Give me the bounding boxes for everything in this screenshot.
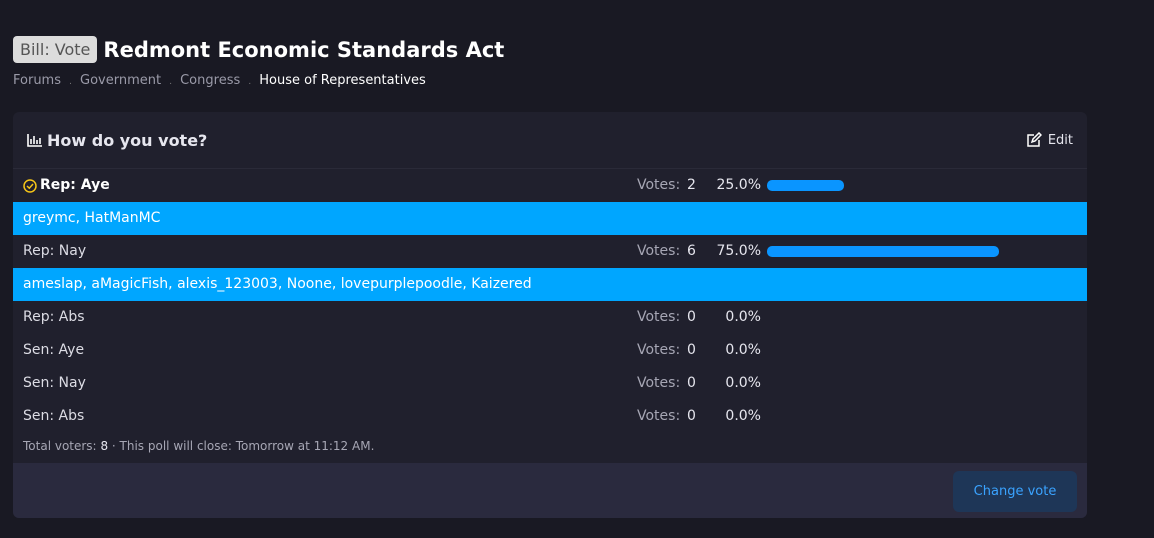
option-label: Sen: Nay	[23, 367, 86, 400]
poll-header: How do you vote? Edit	[13, 112, 1087, 169]
votes-label: Votes:	[637, 408, 681, 424]
edit-icon	[1027, 132, 1042, 147]
percent-label: 0.0%	[725, 375, 761, 391]
percent-bar	[767, 180, 845, 191]
votes-count: 0	[687, 309, 696, 325]
option-text: Sen: Nay	[23, 375, 86, 391]
votes-label: Votes:	[637, 243, 681, 259]
votes-count: 2	[687, 177, 696, 193]
poll-option[interactable]: Rep: Nay Votes: 6 75.0%	[13, 235, 1087, 268]
poll-footer: Total voters: 8 · This poll will close: …	[23, 439, 374, 453]
poll-options: Rep: Aye Votes: 2 25.0% greymc, HatManMC Rep:…	[13, 169, 1087, 433]
breadcrumbs: Forums Government Congress House of Repr…	[13, 73, 426, 88]
votes-count: 0	[687, 342, 696, 358]
total-voters: 8	[100, 439, 109, 453]
poll-option[interactable]: Rep: Abs Votes: 0 0.0%	[13, 301, 1087, 334]
percent-label: 0.0%	[725, 309, 761, 325]
chart-icon	[27, 134, 42, 147]
change-vote-button[interactable]: Change vote	[953, 471, 1077, 512]
percent-bar	[767, 246, 999, 257]
option-label: Sen: Aye	[23, 334, 84, 367]
percent-label: 25.0%	[716, 177, 761, 193]
option-text: Rep: Aye	[40, 177, 110, 193]
votes-count: 0	[687, 408, 696, 424]
voters-list: ameslap, aMagicFish, alexis_123003, Noon…	[13, 268, 1087, 301]
header: Bill: Vote Redmont Economic Standards Ac…	[13, 36, 504, 63]
votes-count: 6	[687, 243, 696, 259]
option-label: Sen: Abs	[23, 400, 84, 433]
edit-button[interactable]: Edit	[1026, 132, 1073, 148]
option-label: Rep: Abs	[23, 301, 85, 334]
option-text: Sen: Aye	[23, 342, 85, 358]
poll-option[interactable]: Sen: Aye Votes: 0 0.0%	[13, 334, 1087, 367]
poll-question: How do you vote?	[27, 131, 207, 150]
votes-count: 0	[687, 375, 696, 391]
percent-label: 0.0%	[725, 408, 761, 424]
total-label: Total voters:	[23, 439, 97, 453]
option-label: Rep: Aye	[23, 169, 110, 202]
edit-label: Edit	[1047, 132, 1073, 148]
votes-label: Votes:	[637, 375, 681, 391]
option-label: Rep: Nay	[23, 235, 86, 268]
breadcrumb[interactable]: Congress	[161, 73, 240, 88]
breadcrumb[interactable]: Government	[61, 73, 161, 88]
close-text: · This poll will close: Tomorrow at 11:1…	[111, 439, 375, 453]
breadcrumb[interactable]: Forums	[13, 73, 61, 88]
breadcrumb[interactable]: House of Representatives	[240, 73, 426, 88]
poll-option[interactable]: Rep: Aye Votes: 2 25.0%	[13, 169, 1087, 202]
prefix-badge: Bill: Vote	[13, 36, 98, 63]
percent-label: 0.0%	[725, 342, 761, 358]
selected-icon	[23, 178, 37, 193]
votes-label: Votes:	[637, 309, 681, 325]
votes-label: Votes:	[637, 342, 681, 358]
thread-title: Redmont Economic Standards Act	[103, 37, 505, 62]
votes-label: Votes:	[637, 177, 681, 193]
poll-panel: How do you vote? Edit Rep: Aye Votes: 2 25.…	[13, 112, 1087, 518]
percent-label: 75.0%	[716, 243, 761, 259]
question-text: How do you vote?	[47, 130, 208, 150]
option-text: Rep: Nay	[23, 243, 87, 259]
poll-option[interactable]: Sen: Abs Votes: 0 0.0%	[13, 400, 1087, 433]
poll-option[interactable]: Sen: Nay Votes: 0 0.0%	[13, 367, 1087, 400]
option-text: Sen: Abs	[23, 408, 85, 424]
voters-list: greymc, HatManMC	[13, 202, 1087, 235]
option-text: Rep: Abs	[23, 309, 85, 325]
poll-actions: Change vote	[13, 463, 1087, 518]
